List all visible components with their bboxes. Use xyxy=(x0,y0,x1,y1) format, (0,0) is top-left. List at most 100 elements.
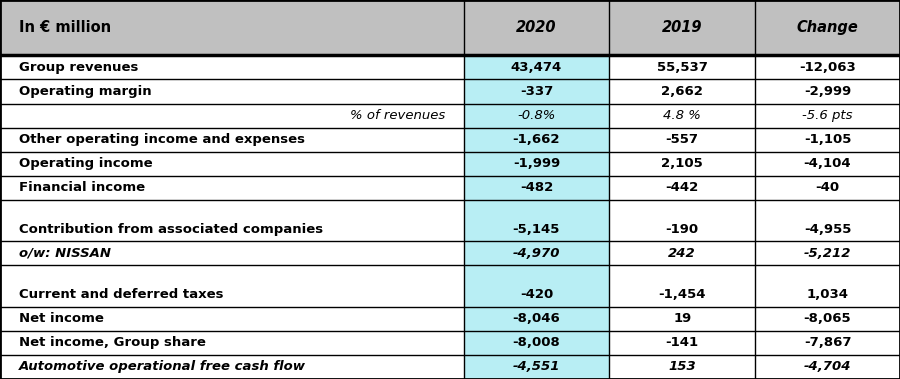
Text: -420: -420 xyxy=(520,288,553,301)
Text: -5,212: -5,212 xyxy=(804,247,851,260)
Text: -8,008: -8,008 xyxy=(512,336,561,349)
Bar xyxy=(609,55,755,80)
Bar xyxy=(609,241,755,265)
Text: -557: -557 xyxy=(666,133,698,146)
Text: 2,105: 2,105 xyxy=(662,157,703,171)
Text: -4,704: -4,704 xyxy=(804,360,851,373)
Text: -0.8%: -0.8% xyxy=(518,109,555,122)
Text: 242: 242 xyxy=(669,247,696,260)
Bar xyxy=(755,176,900,200)
Text: -337: -337 xyxy=(520,85,553,98)
Bar xyxy=(0,200,464,217)
Bar xyxy=(464,241,609,265)
Text: % of revenues: % of revenues xyxy=(350,109,445,122)
Bar xyxy=(0,176,464,200)
Bar xyxy=(755,307,900,331)
Bar xyxy=(0,331,464,355)
Bar xyxy=(464,217,609,241)
Text: 153: 153 xyxy=(669,360,696,373)
Bar xyxy=(0,282,464,307)
Bar xyxy=(464,128,609,152)
Bar xyxy=(0,0,900,55)
Bar xyxy=(755,152,900,176)
Text: -190: -190 xyxy=(666,223,698,236)
Bar xyxy=(609,307,755,331)
Bar xyxy=(464,200,609,217)
Text: -4,104: -4,104 xyxy=(804,157,851,171)
Text: Financial income: Financial income xyxy=(19,182,145,194)
Text: Net income: Net income xyxy=(19,312,104,325)
Text: -442: -442 xyxy=(666,182,698,194)
Text: -1,454: -1,454 xyxy=(659,288,706,301)
Bar xyxy=(0,103,464,128)
Text: Group revenues: Group revenues xyxy=(19,61,138,74)
Bar xyxy=(755,128,900,152)
Text: 2019: 2019 xyxy=(662,20,703,35)
Bar xyxy=(609,200,755,217)
Text: -8,065: -8,065 xyxy=(804,312,851,325)
Bar xyxy=(0,80,464,103)
Text: Current and deferred taxes: Current and deferred taxes xyxy=(19,288,223,301)
Text: 1,034: 1,034 xyxy=(806,288,849,301)
Text: Other operating income and expenses: Other operating income and expenses xyxy=(19,133,304,146)
Bar xyxy=(755,103,900,128)
Text: -4,955: -4,955 xyxy=(804,223,851,236)
Text: -7,867: -7,867 xyxy=(804,336,851,349)
Bar xyxy=(464,103,609,128)
Bar xyxy=(464,331,609,355)
Bar xyxy=(464,80,609,103)
Text: -12,063: -12,063 xyxy=(799,61,856,74)
Bar xyxy=(755,282,900,307)
Bar xyxy=(464,265,609,282)
Text: -1,999: -1,999 xyxy=(513,157,560,171)
Bar xyxy=(464,282,609,307)
Bar xyxy=(609,176,755,200)
Text: 19: 19 xyxy=(673,312,691,325)
Text: Automotive operational free cash flow: Automotive operational free cash flow xyxy=(19,360,305,373)
Bar xyxy=(0,241,464,265)
Bar xyxy=(0,55,464,80)
Text: -40: -40 xyxy=(815,182,840,194)
Text: 2,662: 2,662 xyxy=(662,85,703,98)
Text: 55,537: 55,537 xyxy=(657,61,707,74)
Bar xyxy=(0,265,464,282)
Bar xyxy=(609,331,755,355)
Bar xyxy=(755,200,900,217)
Text: Contribution from associated companies: Contribution from associated companies xyxy=(19,223,323,236)
Bar xyxy=(755,241,900,265)
Bar xyxy=(609,282,755,307)
Text: 4.8 %: 4.8 % xyxy=(663,109,701,122)
Text: Operating margin: Operating margin xyxy=(19,85,151,98)
Text: -2,999: -2,999 xyxy=(804,85,851,98)
Bar xyxy=(0,307,464,331)
Bar xyxy=(464,176,609,200)
Bar xyxy=(755,55,900,80)
Bar xyxy=(755,265,900,282)
Bar xyxy=(464,152,609,176)
Bar xyxy=(0,128,464,152)
Text: 2020: 2020 xyxy=(517,20,556,35)
Text: -8,046: -8,046 xyxy=(512,312,561,325)
Bar xyxy=(609,217,755,241)
Bar xyxy=(755,80,900,103)
Text: 43,474: 43,474 xyxy=(511,61,562,74)
Text: -4,551: -4,551 xyxy=(513,360,560,373)
Text: -141: -141 xyxy=(666,336,698,349)
Bar xyxy=(755,217,900,241)
Bar xyxy=(609,80,755,103)
Text: -4,970: -4,970 xyxy=(513,247,560,260)
Text: Operating income: Operating income xyxy=(19,157,152,171)
Text: Net income, Group share: Net income, Group share xyxy=(19,336,205,349)
Text: -482: -482 xyxy=(520,182,553,194)
Text: Change: Change xyxy=(796,20,859,35)
Bar xyxy=(755,355,900,379)
Bar xyxy=(0,355,464,379)
Bar xyxy=(464,55,609,80)
Text: -1,105: -1,105 xyxy=(804,133,851,146)
Bar xyxy=(609,128,755,152)
Bar xyxy=(609,265,755,282)
Bar xyxy=(609,355,755,379)
Text: -5,145: -5,145 xyxy=(513,223,560,236)
Text: -5.6 pts: -5.6 pts xyxy=(802,109,853,122)
Bar xyxy=(609,103,755,128)
